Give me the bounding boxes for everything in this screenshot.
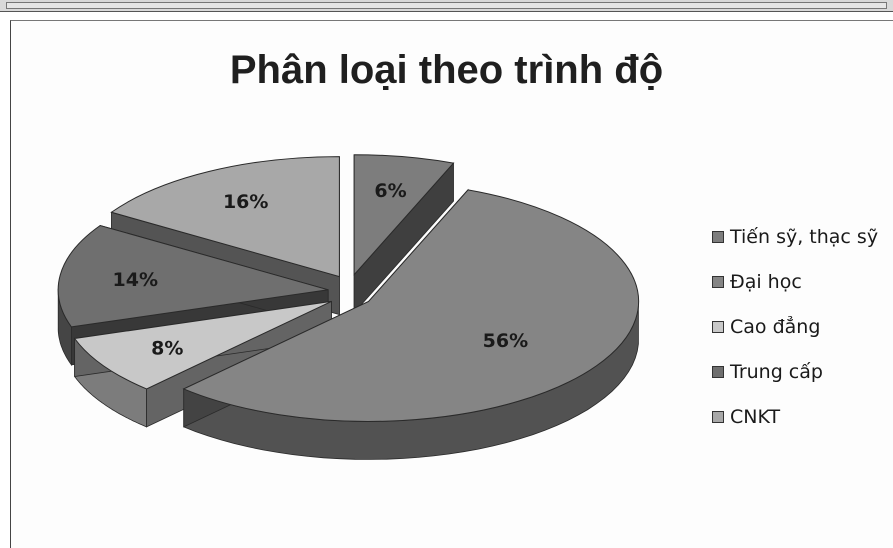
legend-swatch-dai-hoc — [712, 275, 724, 288]
pie-slice-tien-sy-thac-sy — [353, 154, 455, 277]
legend-item-dai-hoc: Đại học — [712, 259, 878, 304]
legend-item-cao-dang: Cao đẳng — [712, 304, 878, 349]
slice-label-cao-dang: 8% — [151, 338, 183, 360]
legend-swatch-cao-dang — [712, 320, 724, 333]
legend-label-tien-sy-thac-sy: Tiến sỹ, thạc sỹ — [730, 225, 879, 248]
legend-swatch-tien-sy-thac-sy — [712, 230, 724, 243]
legend-label-cao-dang: Cao đẳng — [730, 315, 821, 338]
legend: Tiến sỹ, thạc sỹ Đại học Cao đẳng Trung cấp… — [712, 214, 878, 439]
legend-item-trung-cap: Trung cấp — [712, 349, 878, 394]
legend-label-cnkt: CNKT — [730, 405, 781, 428]
legend-swatch-cnkt — [712, 410, 724, 423]
legend-label-trung-cap: Trung cấp — [730, 360, 823, 383]
pie-slice-dai-hoc — [182, 189, 640, 422]
legend-label-dai-hoc: Đại học — [730, 270, 802, 293]
legend-item-tien-sy-thac-sy: Tiến sỹ, thạc sỹ — [712, 214, 878, 259]
legend-swatch-trung-cap — [712, 365, 724, 378]
chart-title: Phân loại theo trình độ — [229, 48, 664, 92]
slice-label-cnkt: 16% — [223, 191, 268, 213]
legend-item-cnkt: CNKT — [712, 394, 878, 439]
pie-slice-trung-cap — [57, 224, 329, 328]
slice-label-trung-cap: 14% — [113, 269, 158, 291]
pie-slice-cao-dang — [73, 300, 332, 390]
window-top-bar-inner — [6, 2, 887, 9]
pie-slice-cnkt — [110, 156, 340, 278]
slice-label-dai-hoc: 56% — [483, 330, 528, 352]
window-top-bar — [0, 0, 893, 12]
slice-label-tien-sy-thac-sy: 6% — [374, 180, 406, 202]
